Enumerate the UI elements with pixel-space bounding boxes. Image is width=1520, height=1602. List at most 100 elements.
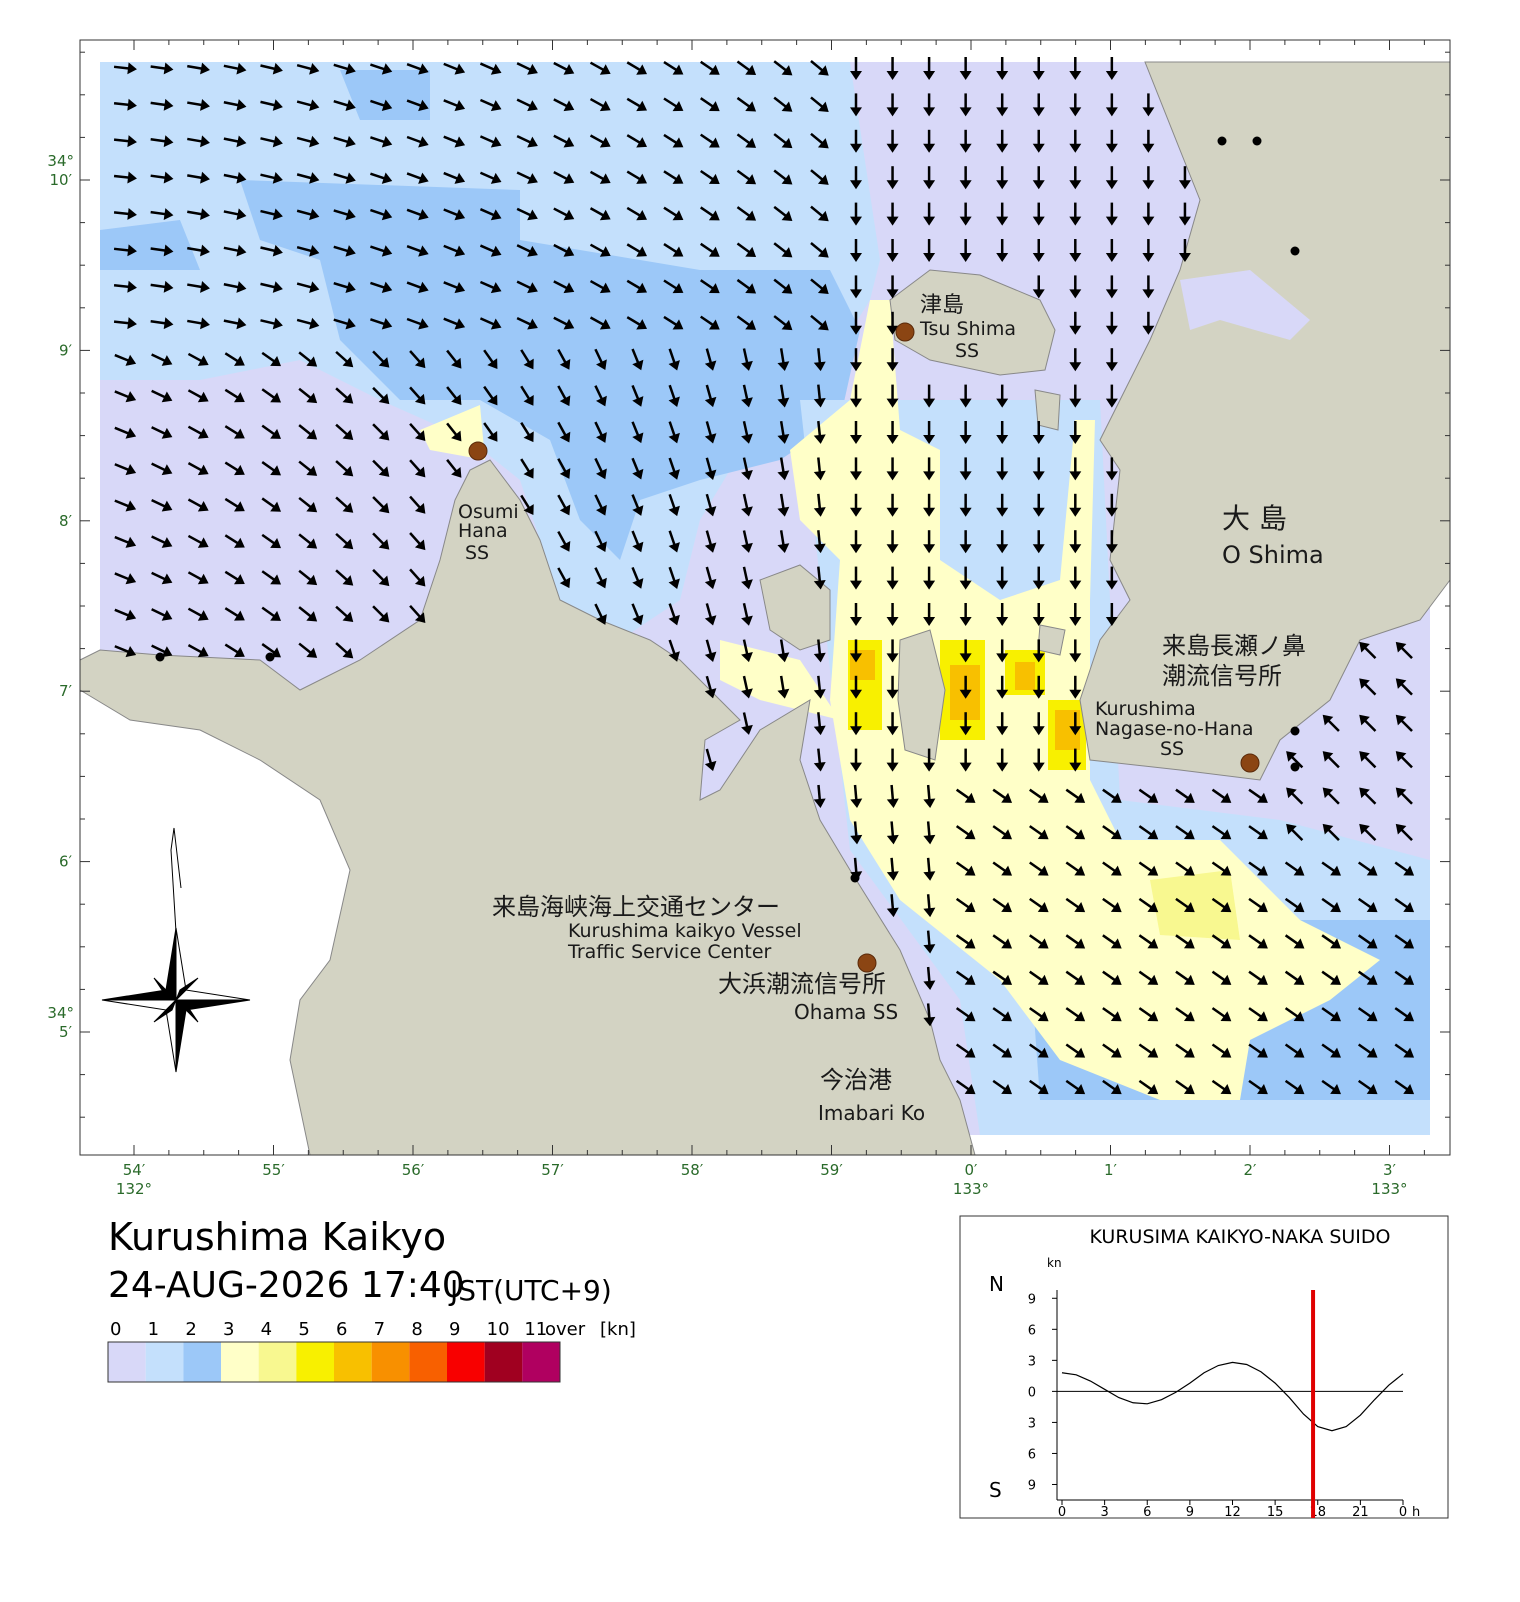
- arrow-head: [272, 135, 283, 148]
- arrow-head: [632, 468, 644, 480]
- arrow-head: [1257, 974, 1268, 985]
- arrow-head: [381, 318, 393, 330]
- current-arrow: [850, 166, 862, 190]
- arrow-head: [1293, 902, 1305, 913]
- arrow-head: [1395, 751, 1407, 762]
- current-arrow: [1069, 93, 1082, 117]
- current-arrow: [589, 243, 611, 257]
- current-arrow: [813, 420, 826, 444]
- current-arrow: [520, 458, 534, 479]
- current-arrow: [1105, 275, 1118, 299]
- current-arrow: [1069, 166, 1082, 190]
- arrow-head: [454, 318, 466, 330]
- current-arrow: [850, 239, 862, 262]
- arrow-head: [200, 244, 210, 257]
- arrow-head: [741, 433, 753, 444]
- arrow-head: [813, 543, 826, 554]
- x-tick-label: 3: [1100, 1505, 1108, 1520]
- arrow-head: [163, 98, 174, 111]
- current-arrow: [886, 202, 899, 226]
- arrow-head: [777, 543, 790, 554]
- arrow-head: [996, 180, 1009, 190]
- current-arrow: [150, 208, 174, 220]
- current-arrow: [741, 566, 753, 590]
- arrow-head: [1074, 1011, 1086, 1022]
- arrow-head: [959, 398, 972, 408]
- current-arrow: [886, 239, 899, 262]
- arrow-head: [886, 435, 899, 444]
- current-arrow: [553, 280, 575, 294]
- arrow-head: [563, 173, 575, 184]
- arrow-head: [1403, 865, 1415, 876]
- current-arrow: [1284, 897, 1305, 913]
- current-arrow: [516, 280, 538, 294]
- current-arrow: [479, 171, 502, 184]
- current-arrow: [1032, 603, 1045, 626]
- arrow-head: [813, 579, 826, 590]
- current-arrow: [406, 245, 429, 257]
- legend-tick: 11: [524, 1319, 547, 1340]
- arrow-head: [163, 62, 174, 75]
- arrow-head: [964, 1011, 976, 1022]
- current-arrow: [520, 349, 534, 370]
- current-arrow: [959, 421, 972, 444]
- arrow-head: [923, 471, 936, 481]
- current-arrow: [1069, 675, 1082, 699]
- place-label: SS: [465, 542, 489, 564]
- current-arrow: [777, 530, 790, 554]
- arrow-head: [1142, 107, 1155, 117]
- current-arrow: [372, 459, 390, 477]
- legend-tick: 1: [148, 1319, 159, 1340]
- current-arrow: [1394, 1007, 1415, 1022]
- arrow-head: [270, 501, 282, 512]
- arrow-head: [1069, 507, 1082, 517]
- arrow-head: [1032, 143, 1045, 153]
- current-arrow: [335, 642, 354, 659]
- arrow-head: [490, 63, 502, 75]
- current-arrow: [296, 99, 320, 111]
- arrow-head: [1032, 471, 1045, 481]
- station: [895, 322, 915, 342]
- current-arrow: [150, 98, 174, 111]
- current-arrow: [1175, 1043, 1195, 1058]
- current-arrow: [773, 60, 793, 76]
- arrow-head: [777, 434, 790, 444]
- current-arrow: [553, 61, 575, 75]
- current-arrow: [187, 571, 209, 585]
- current-arrow: [777, 420, 790, 444]
- arrow-head: [125, 391, 137, 403]
- lon-label: 1′: [1104, 1161, 1118, 1179]
- lon-label: 57′: [541, 1161, 564, 1179]
- arrow-head: [781, 319, 793, 331]
- arrow-head: [1147, 792, 1159, 803]
- current-arrow: [777, 639, 790, 663]
- arrow-head: [741, 397, 753, 408]
- current-arrow: [631, 530, 644, 553]
- current-arrow: [700, 60, 720, 75]
- current-arrow: [557, 421, 571, 443]
- arrow-head: [636, 319, 648, 330]
- current-arrow: [700, 279, 720, 294]
- current-arrow: [1142, 239, 1155, 262]
- arrow-head: [1183, 829, 1195, 840]
- arrow-head: [527, 100, 538, 112]
- current-arrow: [850, 421, 862, 444]
- current-arrow: [626, 279, 648, 294]
- arrow-head: [959, 653, 972, 663]
- frame-ticks: 54′132°55′ 56′ 57′ 58′ 59′ 0′133°1′ 2′ 3′133°10…: [47, 40, 1450, 1198]
- lon-label: 3′: [1383, 1161, 1397, 1179]
- arrow-head: [563, 318, 575, 330]
- arrow-head: [1074, 1084, 1086, 1095]
- arrow-head: [850, 325, 862, 335]
- arrow-head: [636, 282, 648, 294]
- current-arrow: [113, 62, 137, 75]
- place-label: 来島海峡海上交通センター: [492, 893, 780, 921]
- compass: [101, 827, 251, 1073]
- arrow-head: [163, 135, 174, 148]
- arrow-head: [1257, 865, 1268, 876]
- arrow-head: [127, 135, 137, 148]
- arrow-head: [1330, 1047, 1341, 1058]
- arrow-head: [451, 430, 462, 442]
- current-arrow: [224, 607, 245, 621]
- arrow-head: [959, 507, 972, 517]
